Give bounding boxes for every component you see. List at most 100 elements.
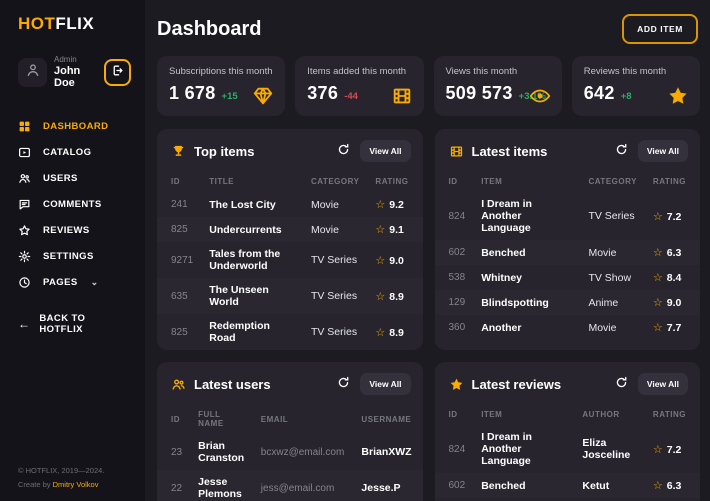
star-icon: ☆ — [652, 322, 663, 334]
table-cell: Benched — [481, 479, 526, 492]
table-cell: 602 — [448, 247, 466, 258]
table-row: 9271 Tales from the Underworld TV Series ☆ 9… — [157, 242, 423, 278]
stat-label: Subscriptions this month — [169, 66, 273, 77]
column-header: ITEM — [481, 410, 503, 419]
star-icon — [449, 377, 464, 392]
rating-cell: ☆ 9.0 — [645, 290, 700, 315]
table-cell: Undercurrents — [209, 223, 282, 236]
table-cell: 602 — [448, 480, 466, 491]
refresh-button[interactable] — [335, 374, 352, 394]
stat-card-items-added: Items added this month 376 -44 — [295, 56, 424, 116]
sidebar-item-settings[interactable]: SETTINGS — [18, 249, 131, 263]
top-items-table: ID TITLE CATEGORY RATING 241 The Lost City Mo… — [157, 171, 423, 350]
view-all-button[interactable]: View All — [360, 373, 411, 395]
rating-cell: ☆ 6.3 — [645, 473, 700, 498]
view-all-button[interactable]: View All — [637, 140, 688, 162]
table-cell: TV Series — [588, 210, 635, 222]
sidebar-item-comments[interactable]: COMMENTS — [18, 197, 131, 211]
table-cell: Movie — [310, 223, 339, 236]
panel-latest-reviews: Latest reviews View All ID ITEM AUTHOR RATI… — [434, 362, 701, 501]
table-row: 602 Benched Movie ☆ 6.3 — [435, 240, 701, 265]
star-icon: ☆ — [375, 290, 386, 303]
app-logo[interactable]: HOTFLIX — [18, 14, 131, 34]
sidebar-item-pages[interactable]: PAGES ⌄ — [18, 275, 131, 289]
table-cell: Eliza Josceline — [582, 437, 631, 461]
rating-value: 8.9 — [389, 326, 404, 339]
star-icon: ☆ — [652, 480, 663, 492]
table-cell: Anime — [588, 296, 619, 309]
panel-title: Latest users — [194, 376, 271, 392]
star-icon: ☆ — [375, 199, 386, 211]
rating-value: 6.3 — [666, 247, 682, 259]
back-to-hotflix-link[interactable]: ← BACK TO HOTFLIX — [18, 313, 131, 335]
author-link[interactable]: Dmitry Volkov — [52, 479, 99, 489]
table-header-row: ID ITEM AUTHOR RATING — [435, 404, 701, 425]
refresh-button[interactable] — [335, 141, 352, 161]
panel-title: Latest items — [471, 143, 548, 159]
profile-text: Admin John Doe — [54, 55, 97, 89]
column-header: FULL NAME — [198, 410, 224, 428]
rating-cell: ☆ 8.9 — [367, 314, 422, 350]
sidebar-item-label: REVIEWS — [43, 224, 90, 236]
stat-delta: -44 — [344, 91, 358, 102]
table-cell: 9271 — [171, 254, 194, 266]
stat-card-subscriptions: Subscriptions this month 1 678 +15 — [157, 56, 286, 116]
table-cell: The Unseen World — [209, 284, 269, 308]
refresh-button[interactable] — [613, 374, 630, 394]
sidebar-item-label: COMMENTS — [43, 198, 102, 210]
sidebar-item-label: PAGES — [43, 276, 78, 288]
table-row: 22 Jesse Plemons jess@email.com Jesse.P — [157, 470, 423, 501]
sidebar-item-reviews[interactable]: REVIEWS — [18, 223, 131, 237]
catalog-icon — [18, 145, 32, 159]
table-row: 824 I Dream in Another Language Eliza Josc… — [435, 425, 701, 473]
person-icon — [25, 62, 41, 83]
star-icon: ☆ — [375, 224, 386, 236]
column-header: ID — [171, 414, 180, 424]
stat-label: Views this month — [445, 66, 518, 77]
panel-title: Top items — [194, 143, 255, 159]
add-item-button[interactable]: ADD ITEM — [622, 14, 698, 44]
rating-cell: ☆8.4 — [645, 265, 700, 290]
table-cell: The Lost City — [209, 198, 276, 211]
star-icon: ☆ — [652, 272, 663, 284]
table-row: 825 Undercurrents Movie ☆ 9.1 — [157, 217, 423, 242]
sidebar-item-users[interactable]: USERS — [18, 171, 131, 185]
latest-users-table: ID FULL NAME EMAIL USERNAME 23 Brian Cransto… — [157, 404, 423, 501]
gear-icon — [18, 249, 32, 263]
column-header: RATING — [652, 177, 686, 186]
table-cell: Tales from the Underworld — [209, 248, 281, 272]
table-cell: TV Show — [588, 271, 632, 284]
rating-value: 9.0 — [389, 254, 404, 267]
table-cell: 538 — [448, 272, 466, 283]
view-all-button[interactable]: View All — [360, 140, 411, 162]
rating-cell: ☆ 9.1 — [367, 217, 422, 242]
table-cell: 360 — [448, 322, 466, 333]
table-cell: Ketut — [582, 479, 610, 492]
star-icon — [18, 223, 32, 237]
table-cell: Blindspotting — [481, 296, 549, 309]
gem-icon — [252, 85, 274, 107]
table-cell: 635 — [171, 290, 188, 302]
refresh-button[interactable] — [613, 141, 630, 161]
sidebar: HOTFLIX Admin John Doe — [0, 0, 145, 501]
refresh-icon — [337, 143, 350, 159]
refresh-icon — [615, 376, 628, 392]
credit-prefix: Create by — [18, 479, 53, 489]
table-row: 538 Whitney TV Show ☆ 8.4 — [435, 265, 701, 290]
panel-title: Latest reviews — [471, 376, 562, 392]
sidebar-item-dashboard[interactable]: DASHBOARD — [18, 119, 131, 133]
clock-icon — [18, 275, 32, 289]
view-all-button[interactable]: View All — [637, 373, 688, 395]
column-header: TITLE — [209, 177, 234, 186]
star-icon — [667, 85, 689, 107]
table-cell: TV Series — [310, 254, 358, 266]
sidebar-footer: © HOTFLIX, 2019—2024. Create by Dmitry V… — [18, 464, 104, 491]
sidebar-item-catalog[interactable]: CATALOG — [18, 145, 131, 159]
logout-button[interactable] — [104, 58, 131, 86]
stat-value: 642 — [583, 83, 615, 103]
stat-delta: +15 — [221, 91, 238, 102]
table-cell: TV Series — [310, 326, 358, 338]
page-header: Dashboard ADD ITEM — [157, 0, 700, 56]
table-cell: BrianXWZ — [361, 446, 412, 458]
dashboard-icon — [18, 119, 32, 133]
